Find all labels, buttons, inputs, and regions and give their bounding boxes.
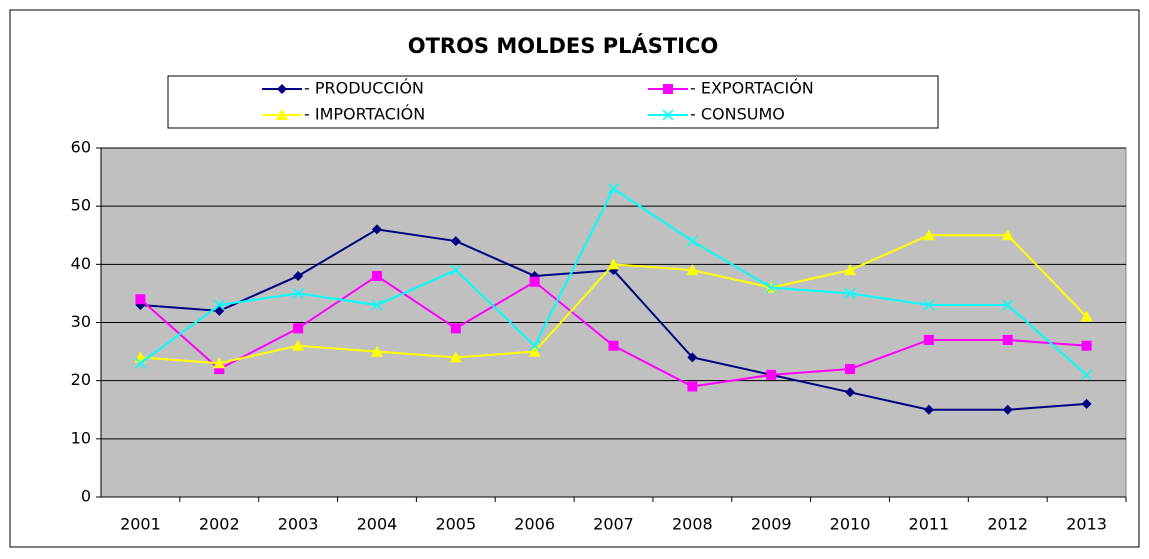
legend-marker [276, 109, 288, 120]
y-tick-label: 10 [71, 428, 91, 447]
marker [370, 345, 383, 357]
x-tick-label: 2006 [514, 515, 555, 534]
x-tick-label: 2005 [435, 515, 476, 534]
marker [528, 345, 541, 357]
marker [608, 340, 619, 351]
legend-marker [662, 109, 674, 121]
x-tick-label: 2013 [1066, 515, 1107, 534]
marker [134, 357, 146, 369]
marker [450, 264, 462, 276]
marker [213, 299, 225, 311]
legend-label: - PRODUCCIÓN [304, 79, 424, 98]
x-tick-label: 2004 [357, 515, 398, 534]
marker [845, 364, 856, 375]
y-tick-label: 30 [71, 312, 91, 331]
marker [766, 369, 777, 380]
marker [135, 294, 146, 305]
marker [765, 282, 777, 294]
x-tick-label: 2007 [593, 515, 634, 534]
marker [844, 287, 856, 299]
x-tick-label: 2001 [120, 515, 161, 534]
marker [449, 351, 462, 363]
marker [845, 387, 856, 398]
marker [214, 364, 225, 375]
y-tick-label: 60 [71, 138, 91, 157]
legend-box [167, 75, 939, 129]
marker [686, 235, 698, 247]
marker [1080, 310, 1093, 322]
legend-marker [663, 84, 673, 94]
marker [213, 357, 226, 369]
legend-label: - IMPORTACIÓN [304, 105, 425, 124]
marker [1081, 398, 1092, 409]
marker [293, 270, 304, 281]
y-tick-label: 20 [71, 370, 91, 389]
marker [1002, 299, 1014, 311]
marker [371, 224, 382, 235]
x-tick-label: 2008 [672, 515, 713, 534]
legend-marker [277, 84, 287, 94]
marker [923, 404, 934, 415]
marker [922, 229, 935, 241]
x-tick-label: 2003 [278, 515, 319, 534]
x-tick-label: 2002 [199, 515, 240, 534]
x-tick-label: 2009 [751, 515, 792, 534]
marker [686, 264, 699, 276]
marker [371, 299, 383, 311]
marker [1081, 340, 1092, 351]
marker [687, 381, 698, 392]
marker [450, 236, 461, 247]
marker [687, 352, 698, 363]
marker [371, 270, 382, 281]
marker [607, 183, 620, 195]
marker [529, 276, 540, 287]
marker [1081, 369, 1093, 381]
marker [607, 258, 620, 270]
marker [450, 323, 461, 334]
y-tick-label: 40 [71, 254, 91, 273]
marker [292, 287, 304, 299]
marker [292, 339, 305, 351]
legend-label: - CONSUMO [690, 105, 785, 124]
marker [529, 340, 541, 352]
legend-label: - EXPORTACIÓN [690, 79, 814, 98]
x-tick-label: 2011 [909, 515, 950, 534]
marker [923, 334, 934, 345]
chart-title: OTROS MOLDES PLÁSTICO [408, 33, 719, 58]
marker [923, 299, 935, 311]
marker [1001, 229, 1014, 241]
x-tick-label: 2010 [830, 515, 871, 534]
marker [293, 323, 304, 334]
marker [1002, 404, 1013, 415]
x-tick-label: 2012 [987, 515, 1028, 534]
marker [1002, 334, 1013, 345]
y-tick-label: 0 [81, 487, 91, 506]
y-tick-label: 50 [71, 196, 91, 215]
marker [844, 264, 857, 276]
